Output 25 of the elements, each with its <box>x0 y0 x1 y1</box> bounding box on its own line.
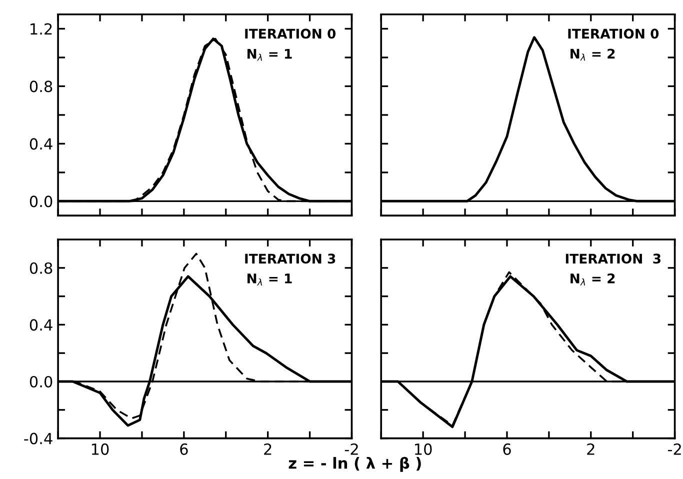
annotation: N$_{λ}$ = 2 <box>570 273 615 286</box>
annotation: N$_{λ}$ = 2 <box>570 48 615 61</box>
y-tick-label: 0.8 <box>30 80 52 92</box>
x-tick-label: 10 <box>415 443 432 455</box>
y-tick-label: 0.4 <box>30 138 52 150</box>
annotation: ITERATION 0 <box>245 28 336 39</box>
annotation: ITERATION 3 <box>245 254 336 264</box>
x-tick-label: 2 <box>587 443 594 455</box>
annotation: N$_{λ}$ = 1 <box>248 48 292 61</box>
x-tick-label: 6 <box>180 443 188 455</box>
y-tick-label: 0.4 <box>30 319 52 331</box>
y-tick-label: 1.2 <box>30 23 52 35</box>
annotation: N$_{λ}$ = 1 <box>248 274 292 286</box>
x-tick-label: 6 <box>503 443 511 455</box>
y-tick-label: 0.8 <box>30 262 52 274</box>
x-tick-label: -2 <box>344 443 358 455</box>
y-tick-label: 0.0 <box>30 376 52 388</box>
x-tick-label: 2 <box>264 443 272 455</box>
y-tick-label: -0.4 <box>24 432 52 444</box>
x-tick-label: -2 <box>668 443 681 455</box>
annotation: ITERATION 0 <box>568 28 659 39</box>
x-tick-label: 10 <box>92 443 109 455</box>
x-axis-title: z = - ln ( λ + β ) <box>288 456 421 472</box>
y-tick-label: 0.0 <box>30 196 52 208</box>
annotation: ITERATION 3 <box>566 254 660 264</box>
